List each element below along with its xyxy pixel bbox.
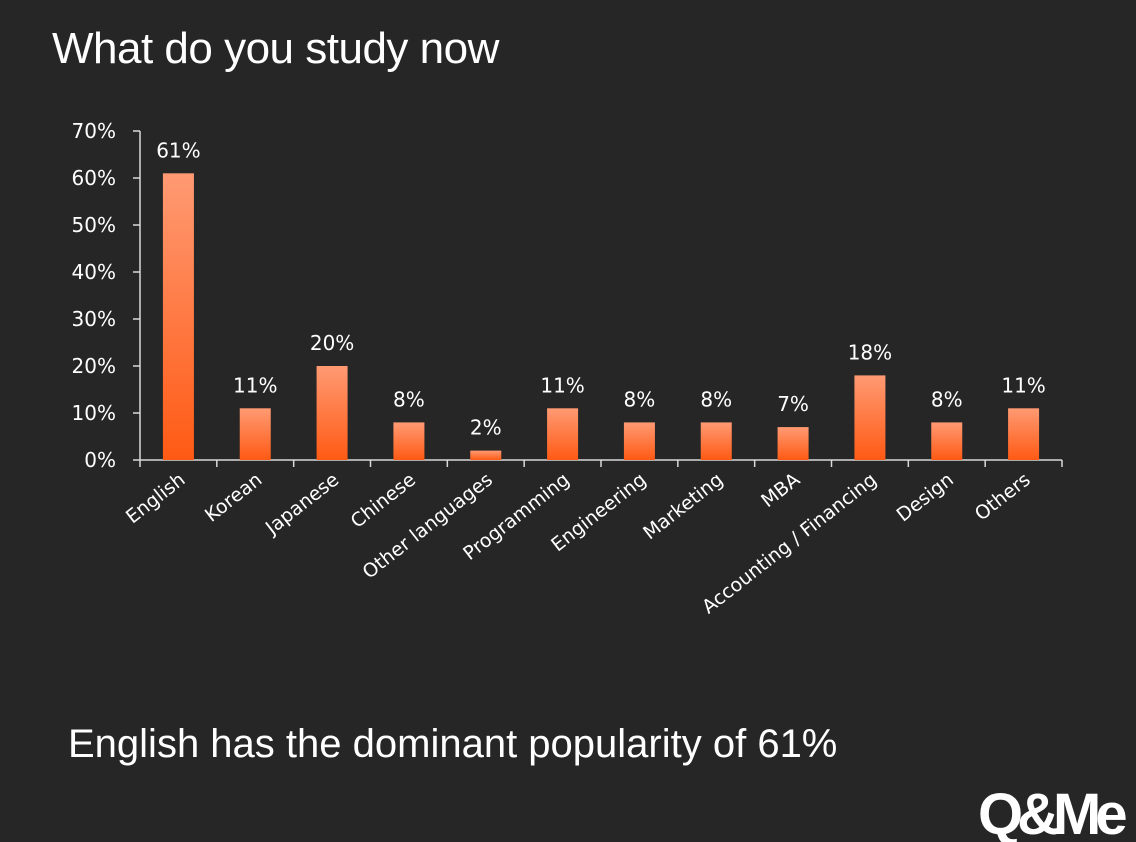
data-label: 8% (700, 387, 732, 411)
bar (393, 422, 425, 460)
bar (547, 408, 579, 460)
conclusion-text: English has the dominant popularity of 6… (68, 722, 838, 766)
category-label: Others (971, 469, 1035, 526)
chart-bars (162, 173, 1040, 461)
chart-labels: 61% English 11% Korean 20% Japanese 8% Chinese 2… (122, 138, 1046, 618)
data-label: 61% (156, 138, 200, 162)
data-label: 8% (931, 387, 963, 411)
bar (316, 366, 348, 460)
data-label: 20% (310, 331, 354, 355)
y-tick-label: 0% (84, 448, 116, 472)
bar (470, 450, 502, 460)
category-label: Korean (201, 469, 266, 527)
category-label: Chinese (347, 469, 420, 533)
bar (931, 422, 963, 460)
svg-text:Q&Me: Q&Me (978, 782, 1126, 842)
category-label: Marketing (639, 469, 727, 545)
y-tick-label: 20% (72, 354, 116, 378)
bar (623, 422, 655, 460)
data-label: 8% (624, 387, 656, 411)
data-label: 7% (777, 392, 809, 416)
y-tick-label: 10% (72, 401, 116, 425)
data-label: 8% (393, 387, 425, 411)
data-label: 2% (470, 416, 502, 440)
bar (854, 375, 886, 460)
y-tick-label: 50% (72, 213, 116, 237)
bar (1008, 408, 1040, 460)
data-label: 11% (233, 373, 277, 397)
bar-chart: 0% 10% 20% 30% 40% 50% 60% 70% 61% English 11% Kor… (72, 119, 1063, 618)
qme-logo: Q&Me (978, 782, 1132, 842)
y-tick-label: 60% (72, 166, 116, 190)
category-label: Other languages (358, 469, 496, 584)
y-tick-label: 30% (72, 307, 116, 331)
y-tick-label: 70% (72, 119, 116, 143)
chart-axes: 0% 10% 20% 30% 40% 50% 60% 70% (72, 119, 1063, 472)
bar (239, 408, 271, 460)
bar (777, 427, 809, 460)
category-label: English (122, 469, 190, 529)
category-label: Japanese (261, 469, 343, 540)
data-label: 18% (848, 340, 892, 364)
data-label: 11% (540, 373, 584, 397)
data-label: 11% (1001, 373, 1045, 397)
bar (162, 173, 194, 461)
category-label: Design (893, 469, 958, 527)
category-label: MBA (757, 469, 804, 512)
bar (700, 422, 732, 460)
y-tick-label: 40% (72, 260, 116, 284)
slide-title: What do you study now (52, 24, 499, 73)
